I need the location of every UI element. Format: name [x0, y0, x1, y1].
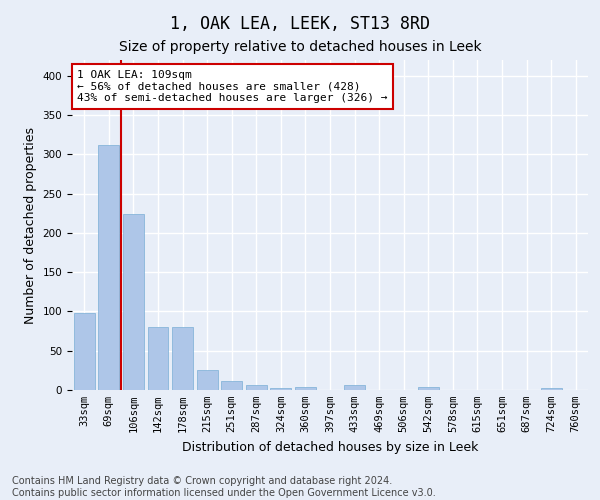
Bar — [74, 313, 95, 390]
Bar — [295, 387, 316, 390]
Bar — [148, 327, 169, 390]
Text: 1, OAK LEA, LEEK, ST13 8RD: 1, OAK LEA, LEEK, ST13 8RD — [170, 15, 430, 33]
Bar — [344, 386, 365, 390]
Bar — [541, 388, 562, 390]
Bar — [172, 327, 193, 390]
Bar — [197, 370, 218, 390]
Bar — [123, 214, 144, 390]
X-axis label: Distribution of detached houses by size in Leek: Distribution of detached houses by size … — [182, 440, 478, 454]
Text: 1 OAK LEA: 109sqm
← 56% of detached houses are smaller (428)
43% of semi-detache: 1 OAK LEA: 109sqm ← 56% of detached hous… — [77, 70, 388, 103]
Text: Size of property relative to detached houses in Leek: Size of property relative to detached ho… — [119, 40, 481, 54]
Bar — [98, 145, 119, 390]
Bar — [246, 386, 267, 390]
Text: Contains HM Land Registry data © Crown copyright and database right 2024.
Contai: Contains HM Land Registry data © Crown c… — [12, 476, 436, 498]
Bar — [418, 387, 439, 390]
Y-axis label: Number of detached properties: Number of detached properties — [24, 126, 37, 324]
Bar — [271, 388, 292, 390]
Bar — [221, 380, 242, 390]
